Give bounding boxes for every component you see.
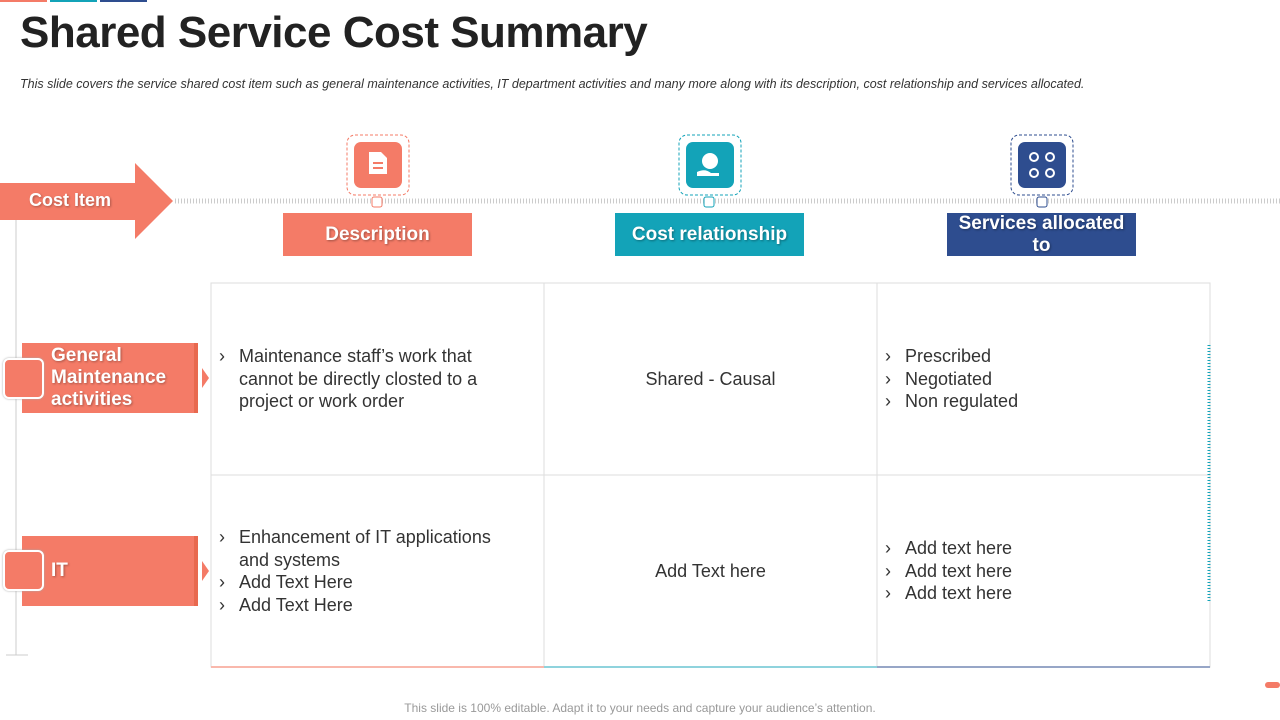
- doc-icon-line: [373, 167, 383, 169]
- cell: Prescribed Negotiated Non regulated: [877, 283, 1210, 475]
- money-icon: [702, 153, 718, 169]
- accent-bar: [50, 0, 97, 2]
- cell: Add text here Add text here Add text her…: [877, 475, 1210, 667]
- gear-icon: [1029, 168, 1039, 178]
- corner-accent: [1265, 682, 1280, 688]
- connector: [703, 196, 715, 208]
- list-item: Add Text Here: [211, 571, 514, 594]
- icon: [1018, 142, 1066, 188]
- column-header: Description: [283, 213, 472, 256]
- connector: [371, 196, 383, 208]
- row-header-arrow: [0, 163, 173, 239]
- cell: Maintenance staff’s work that cannot be …: [211, 283, 544, 475]
- list: Maintenance staff’s work that cannot be …: [211, 345, 504, 413]
- cell: Add Text here: [655, 560, 766, 581]
- list: Add text here Add text here Add text her…: [877, 537, 1012, 605]
- gear-icon: [1029, 152, 1039, 162]
- list: Enhancement of IT applications and syste…: [211, 526, 514, 616]
- row-icon: [3, 358, 44, 399]
- list-item: Add text here: [877, 582, 1012, 605]
- row-icon: [3, 550, 44, 591]
- accent-bar: [100, 0, 147, 2]
- row-label: IT: [22, 536, 198, 606]
- decor: [0, 134, 1280, 688]
- list-item: Maintenance staff’s work that cannot be …: [211, 345, 504, 413]
- list-item: Add text here: [877, 537, 1012, 560]
- title: Shared Service Cost Summary: [20, 8, 648, 57]
- subtitle: This slide covers the service shared cos…: [20, 77, 1085, 91]
- pointer: [202, 561, 209, 581]
- list-item: Enhancement of IT applications and syste…: [211, 526, 514, 571]
- row-label: General Maintenance activities: [22, 343, 198, 413]
- pointer: [202, 368, 209, 388]
- gear-icon: [1045, 152, 1055, 162]
- cell: Shared - Causal: [645, 368, 776, 389]
- list-item: Add text here: [877, 560, 1012, 583]
- connector: [1036, 196, 1048, 208]
- cell: Enhancement of IT applications and syste…: [211, 475, 544, 667]
- icon-frame: [1010, 134, 1074, 196]
- column-header: Cost relationship: [615, 213, 804, 256]
- hand-icon: [697, 170, 719, 176]
- list-item: Prescribed: [877, 345, 1018, 368]
- gear-icon: [1045, 168, 1055, 178]
- doc-icon-line: [373, 162, 383, 164]
- footer: This slide is 100% editable. Adapt it to…: [404, 701, 876, 715]
- icon-frame: [346, 134, 410, 196]
- row-header: Cost Item: [29, 190, 112, 210]
- list-item: Non regulated: [877, 390, 1018, 413]
- accent-bar: [0, 0, 47, 2]
- column-header: Services allocated to: [947, 213, 1136, 256]
- list-item: Add Text Here: [211, 594, 514, 617]
- list: Prescribed Negotiated Non regulated: [877, 345, 1018, 413]
- list-item: Negotiated: [877, 368, 1018, 391]
- icon-frame: [678, 134, 742, 196]
